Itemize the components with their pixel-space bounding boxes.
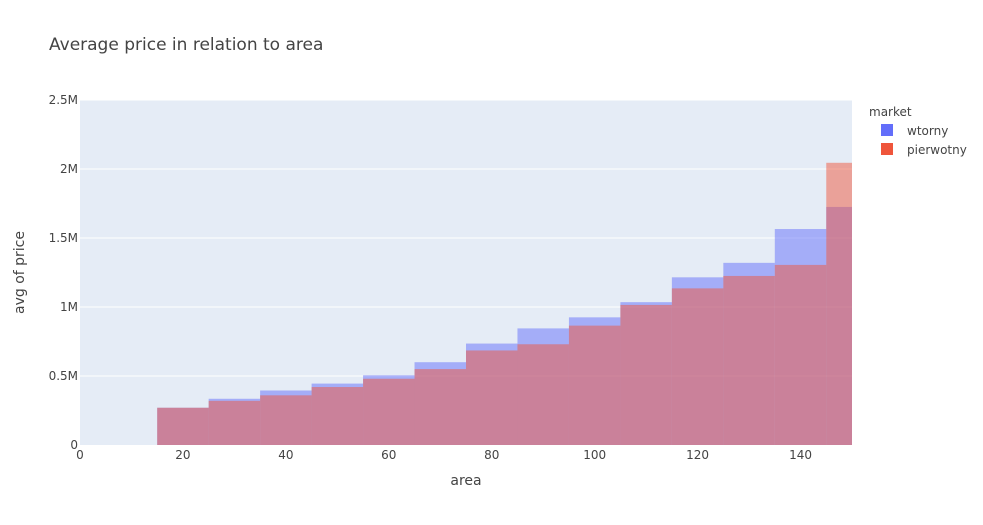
y-tick-label: 2M xyxy=(60,162,78,176)
bar-pierwotny[interactable] xyxy=(826,162,852,446)
y-tick-label: 1.5M xyxy=(49,231,78,245)
legend: market wtorny pierwotny xyxy=(869,105,967,157)
bar-pierwotny[interactable] xyxy=(620,304,672,445)
bar-pierwotny[interactable] xyxy=(208,400,261,445)
x-tick-label: 80 xyxy=(484,448,499,462)
y-tick-label: 0.5M xyxy=(49,369,78,383)
legend-label-pierwotny: pierwotny xyxy=(907,143,967,157)
bar-pierwotny[interactable] xyxy=(311,387,364,445)
bar-pierwotny[interactable] xyxy=(260,395,312,445)
bar-pierwotny[interactable] xyxy=(723,275,775,445)
bar-pierwotny[interactable] xyxy=(517,344,569,445)
bar-pierwotny[interactable] xyxy=(671,288,724,445)
x-tick-label: 20 xyxy=(175,448,190,462)
bar-pierwotny[interactable] xyxy=(466,350,518,445)
y-tick-label: 0 xyxy=(70,438,78,452)
x-tick-label: 120 xyxy=(686,448,709,462)
legend-label-wtorny: wtorny xyxy=(907,124,948,138)
x-tick-label: 140 xyxy=(789,448,812,462)
y-tick-label: 1M xyxy=(60,300,78,314)
bar-pierwotny[interactable] xyxy=(774,264,827,445)
series-pierwotny xyxy=(157,162,852,446)
x-tick-label: 40 xyxy=(278,448,293,462)
legend-item-pierwotny[interactable]: pierwotny xyxy=(881,143,967,157)
bar-pierwotny[interactable] xyxy=(363,378,415,445)
y-tick-label: 2.5M xyxy=(49,93,78,107)
bar-pierwotny[interactable] xyxy=(414,369,466,445)
chart-title: Average price in relation to area xyxy=(49,35,323,55)
y-axis: 0 0.5M 1M 1.5M 2M 2.5M xyxy=(49,93,78,452)
bar-pierwotny[interactable] xyxy=(157,407,209,445)
legend-swatch-pierwotny xyxy=(881,143,893,155)
x-axis: 0 20 40 60 80 100 120 140 xyxy=(76,448,812,462)
bar-pierwotny[interactable] xyxy=(568,325,621,445)
x-axis-title: area xyxy=(450,473,481,489)
legend-swatch-wtorny xyxy=(881,124,893,136)
legend-title: market xyxy=(869,105,912,119)
x-tick-label: 100 xyxy=(583,448,606,462)
x-tick-label: 0 xyxy=(76,448,84,462)
x-tick-label: 60 xyxy=(381,448,396,462)
legend-item-wtorny[interactable]: wtorny xyxy=(881,124,948,138)
bars-layer xyxy=(157,162,852,446)
y-axis-title: avg of price xyxy=(12,231,28,314)
